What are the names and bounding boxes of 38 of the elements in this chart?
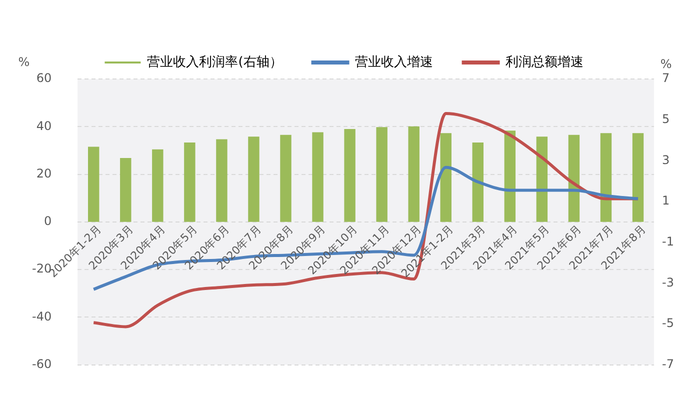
- y-tick-label: 60: [36, 71, 52, 86]
- bar: [504, 130, 516, 222]
- y2-tick-label: 3: [662, 152, 670, 167]
- y-axis-title: %: [18, 55, 30, 70]
- bar: [568, 134, 580, 222]
- legend-label: 营业收入利润率(右轴）: [147, 54, 282, 70]
- bar: [280, 134, 292, 222]
- bar: [632, 133, 644, 222]
- bar: [376, 127, 388, 222]
- y2-tick-label: -1: [662, 234, 674, 248]
- legend-label: 利润总额增速: [505, 54, 584, 70]
- bar: [312, 132, 324, 222]
- y-tick-label: 0: [44, 214, 52, 228]
- bar: [408, 126, 420, 222]
- bar: [184, 142, 196, 222]
- y-tick-label: -60: [32, 356, 52, 371]
- y2-tick-label: -5: [662, 316, 674, 330]
- bar: [536, 136, 548, 222]
- y2-tick-label: -3: [662, 275, 674, 290]
- bar: [472, 142, 484, 222]
- bar: [216, 139, 228, 222]
- y-tick-label: -40: [32, 309, 52, 324]
- y2-tick-label: 7: [662, 71, 670, 86]
- y2-tick-label: 5: [662, 112, 670, 126]
- bar: [248, 136, 260, 222]
- y-tick-label: -20: [32, 262, 52, 276]
- y2-tick-label: 1: [662, 194, 670, 208]
- bar: [120, 158, 132, 222]
- bar: [440, 133, 452, 222]
- y-tick-label: 40: [36, 118, 52, 133]
- y-tick-label: 20: [36, 166, 52, 180]
- bar: [152, 149, 164, 222]
- y2-axis-title: %: [660, 57, 672, 72]
- legend-label: 营业收入增速: [354, 54, 433, 70]
- bar: [344, 129, 356, 222]
- bar: [600, 133, 612, 222]
- y2-tick-label: -7: [662, 356, 674, 371]
- bar: [88, 146, 100, 222]
